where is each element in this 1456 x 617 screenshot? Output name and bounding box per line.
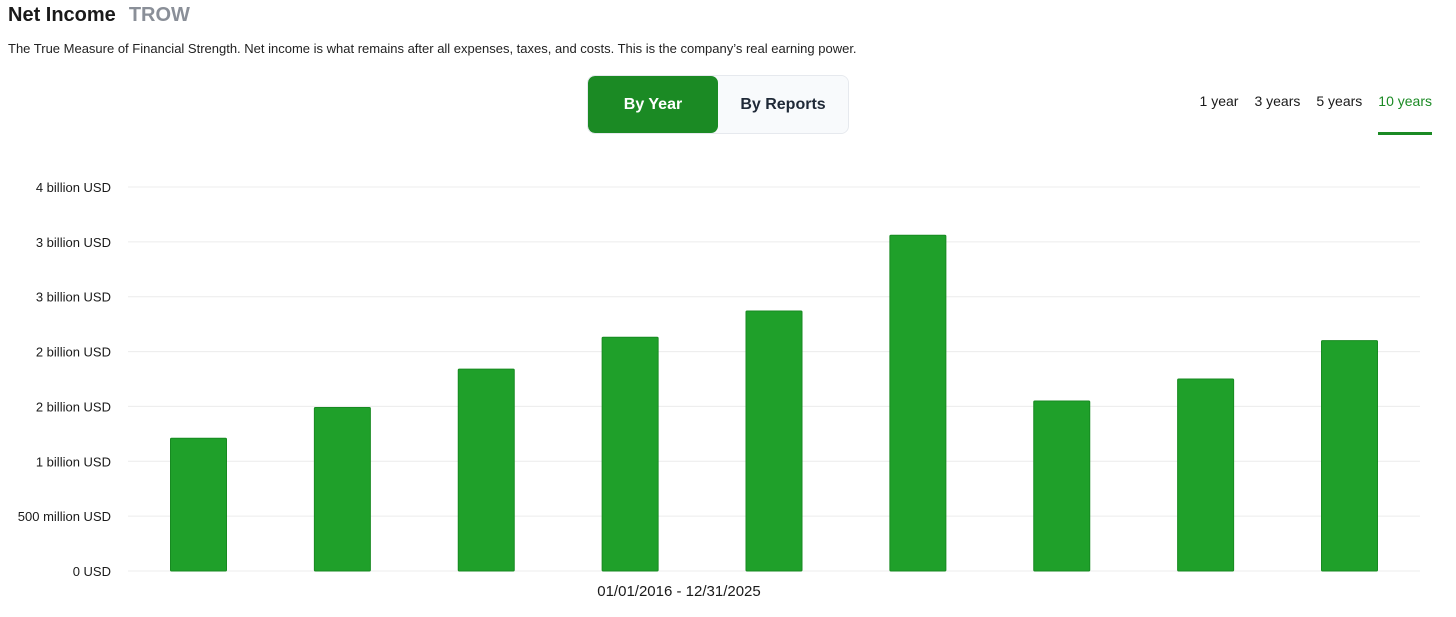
net-income-bar[interactable]: [1177, 378, 1235, 572]
net-income-bar[interactable]: [601, 336, 659, 572]
y-tick-label: 4 billion USD: [36, 180, 111, 195]
by-reports-button[interactable]: By Reports: [718, 76, 848, 133]
tab-1-year[interactable]: 1 year: [1199, 93, 1239, 109]
page-header: Net Income TROW: [8, 4, 190, 27]
y-tick-label: 3 billion USD: [36, 235, 111, 250]
net-income-bar[interactable]: [313, 407, 371, 572]
tab-10-years[interactable]: 10 years: [1378, 93, 1432, 135]
y-tick-label: 3 billion USD: [36, 290, 111, 305]
net-income-bar[interactable]: [1321, 340, 1378, 572]
y-tick-label: 0 USD: [73, 564, 111, 579]
net-income-bar[interactable]: [745, 310, 803, 572]
net-income-bar[interactable]: [457, 368, 515, 572]
tab-3-years[interactable]: 3 years: [1254, 93, 1301, 109]
ticker-symbol: TROW: [128, 4, 190, 26]
net-income-bar[interactable]: [1033, 400, 1091, 572]
page-description: The True Measure of Financial Strength. …: [8, 41, 857, 56]
tab-5-years[interactable]: 5 years: [1316, 93, 1363, 109]
view-mode-toggle: By Year By Reports: [587, 75, 849, 134]
page-title: Net Income: [8, 4, 116, 26]
y-tick-label: 500 million USD: [18, 509, 111, 524]
time-range-tabs: 1 year 3 years 5 years 10 years: [1200, 93, 1432, 135]
y-tick-label: 2 billion USD: [36, 399, 111, 414]
x-axis-date-range: 01/01/2016 - 12/31/2025: [597, 583, 760, 600]
y-tick-label: 2 billion USD: [36, 345, 111, 360]
net-income-bar[interactable]: [889, 234, 947, 572]
net-income-bar[interactable]: [170, 437, 227, 572]
y-tick-label: 1 billion USD: [36, 454, 111, 469]
by-year-button[interactable]: By Year: [588, 76, 718, 133]
